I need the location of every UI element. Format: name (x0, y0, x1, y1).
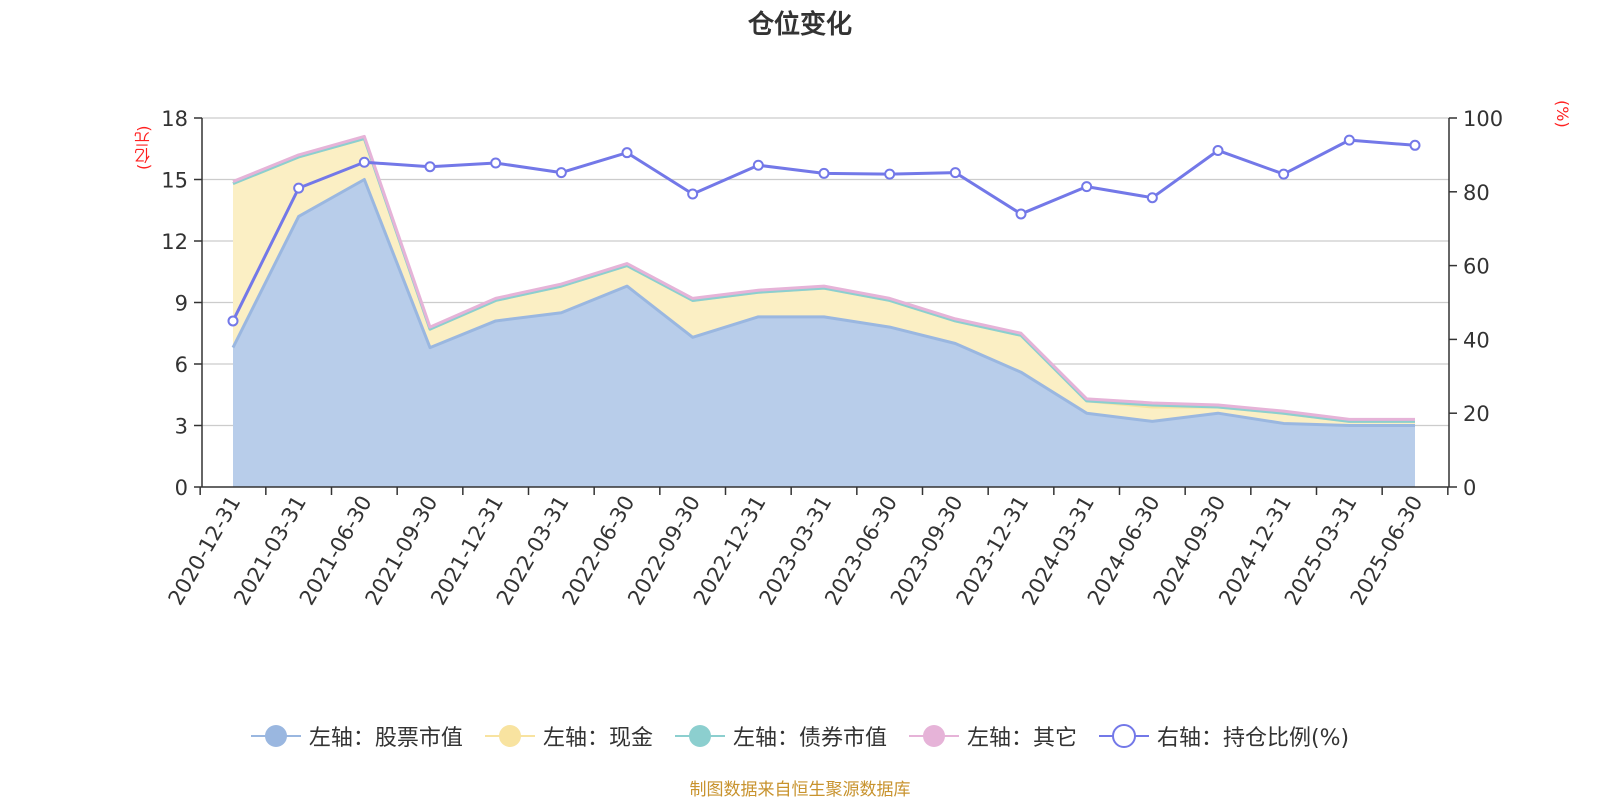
ratio-point (490, 157, 502, 169)
legend-label: 左轴：股票市值 (308, 726, 463, 751)
left-tick-label: 12 (161, 230, 188, 254)
chart-title: 仓位变化 (747, 10, 852, 40)
ratio-point (1146, 192, 1158, 204)
data-source-note: 制图数据来自恒生聚源数据库 (689, 780, 911, 800)
filled-circle-icon (908, 725, 959, 747)
legend-item-stock[interactable]: 左轴：股票市值 (250, 720, 463, 752)
legend-item-bond[interactable]: 左轴：债券市值 (674, 720, 887, 752)
legend-label: 左轴：其它 (966, 726, 1077, 751)
ratio-point (752, 159, 764, 171)
right-tick-label: 0 (1463, 476, 1476, 500)
bond-line (232, 137, 1415, 423)
ratio-point (1212, 144, 1224, 156)
ratio-point (227, 315, 239, 327)
stock-line (231, 178, 1415, 427)
ratio-point (949, 167, 961, 179)
legend-label: 左轴：债券市值 (732, 726, 887, 751)
right-tick-label: 60 (1463, 255, 1490, 279)
filled-circle-icon (484, 725, 535, 747)
ratio-point (424, 161, 436, 173)
filled-circle-icon (674, 725, 725, 747)
left-tick-label: 15 (161, 169, 188, 193)
hollow-circle-icon (1098, 724, 1149, 748)
position-change-chart: 03691215180204060801002020-12-312021-03-… (161, 107, 1503, 609)
left-tick-label: 3 (175, 415, 188, 439)
stock-area (233, 179, 1415, 487)
ratio-point (358, 156, 370, 168)
other-line (232, 134, 1415, 421)
left-tick-label: 0 (175, 476, 188, 500)
right-tick-label: 40 (1463, 328, 1490, 352)
legend-item-ratio[interactable]: 右轴：持仓比例(%) (1098, 720, 1350, 752)
right-axis-unit: (%) (1553, 100, 1572, 128)
legend-label: 左轴：现金 (542, 726, 653, 751)
legend-item-other[interactable]: 左轴：其它 (908, 720, 1077, 752)
ratio-point (884, 168, 896, 180)
legend-item-cash[interactable]: 左轴：现金 (484, 720, 653, 752)
right-tick-label: 20 (1463, 402, 1490, 426)
ratio-point (621, 147, 633, 159)
left-tick-label: 6 (175, 353, 188, 377)
legend-label: 右轴：持仓比例(%) (1156, 726, 1350, 751)
ratio-point (1015, 208, 1027, 220)
ratio-point (293, 182, 305, 194)
ratio-point (555, 167, 567, 179)
left-tick-label: 18 (161, 107, 188, 131)
chart-legend: 左轴：股票市值 左轴：现金 左轴：债券市值 左轴：其它 右轴：持仓比例(%) (0, 720, 1600, 752)
right-tick-label: 100 (1463, 107, 1503, 131)
ratio-point (1081, 181, 1093, 193)
ratio-point (1409, 139, 1421, 151)
right-tick-label: 80 (1463, 181, 1490, 205)
ratio-point (818, 167, 830, 179)
ratio-point (1343, 134, 1355, 146)
filled-circle-icon (250, 725, 301, 747)
ratio-point (687, 188, 699, 200)
left-tick-label: 9 (175, 292, 188, 316)
ratio-point (1278, 168, 1290, 180)
